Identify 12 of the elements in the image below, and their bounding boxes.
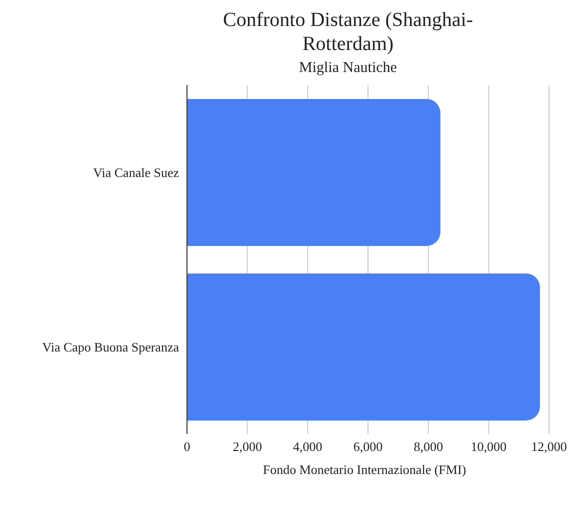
x-tick-label: 4,000 <box>293 439 322 454</box>
x-tick-label: 10,000 <box>470 439 507 454</box>
x-tick-label: 6,000 <box>353 439 383 454</box>
x-tick-label: 2,000 <box>232 439 262 454</box>
chart-subtitle: Miglia Nautiche <box>298 60 398 77</box>
chart-title: Confronto Distanze (Shanghai-Rotterdam) <box>222 8 474 56</box>
x-tick-label: 8,000 <box>414 439 443 454</box>
y-tick-label: Via Canale Suez <box>93 164 180 180</box>
x-tick-label: 12,000 <box>531 439 567 454</box>
x-axis-title: Fondo Monetario Internazionale (FMI) <box>262 462 468 478</box>
x-tick-label: 0 <box>184 439 190 454</box>
y-tick-label: Via Capo Buona Speranza <box>42 339 180 354</box>
